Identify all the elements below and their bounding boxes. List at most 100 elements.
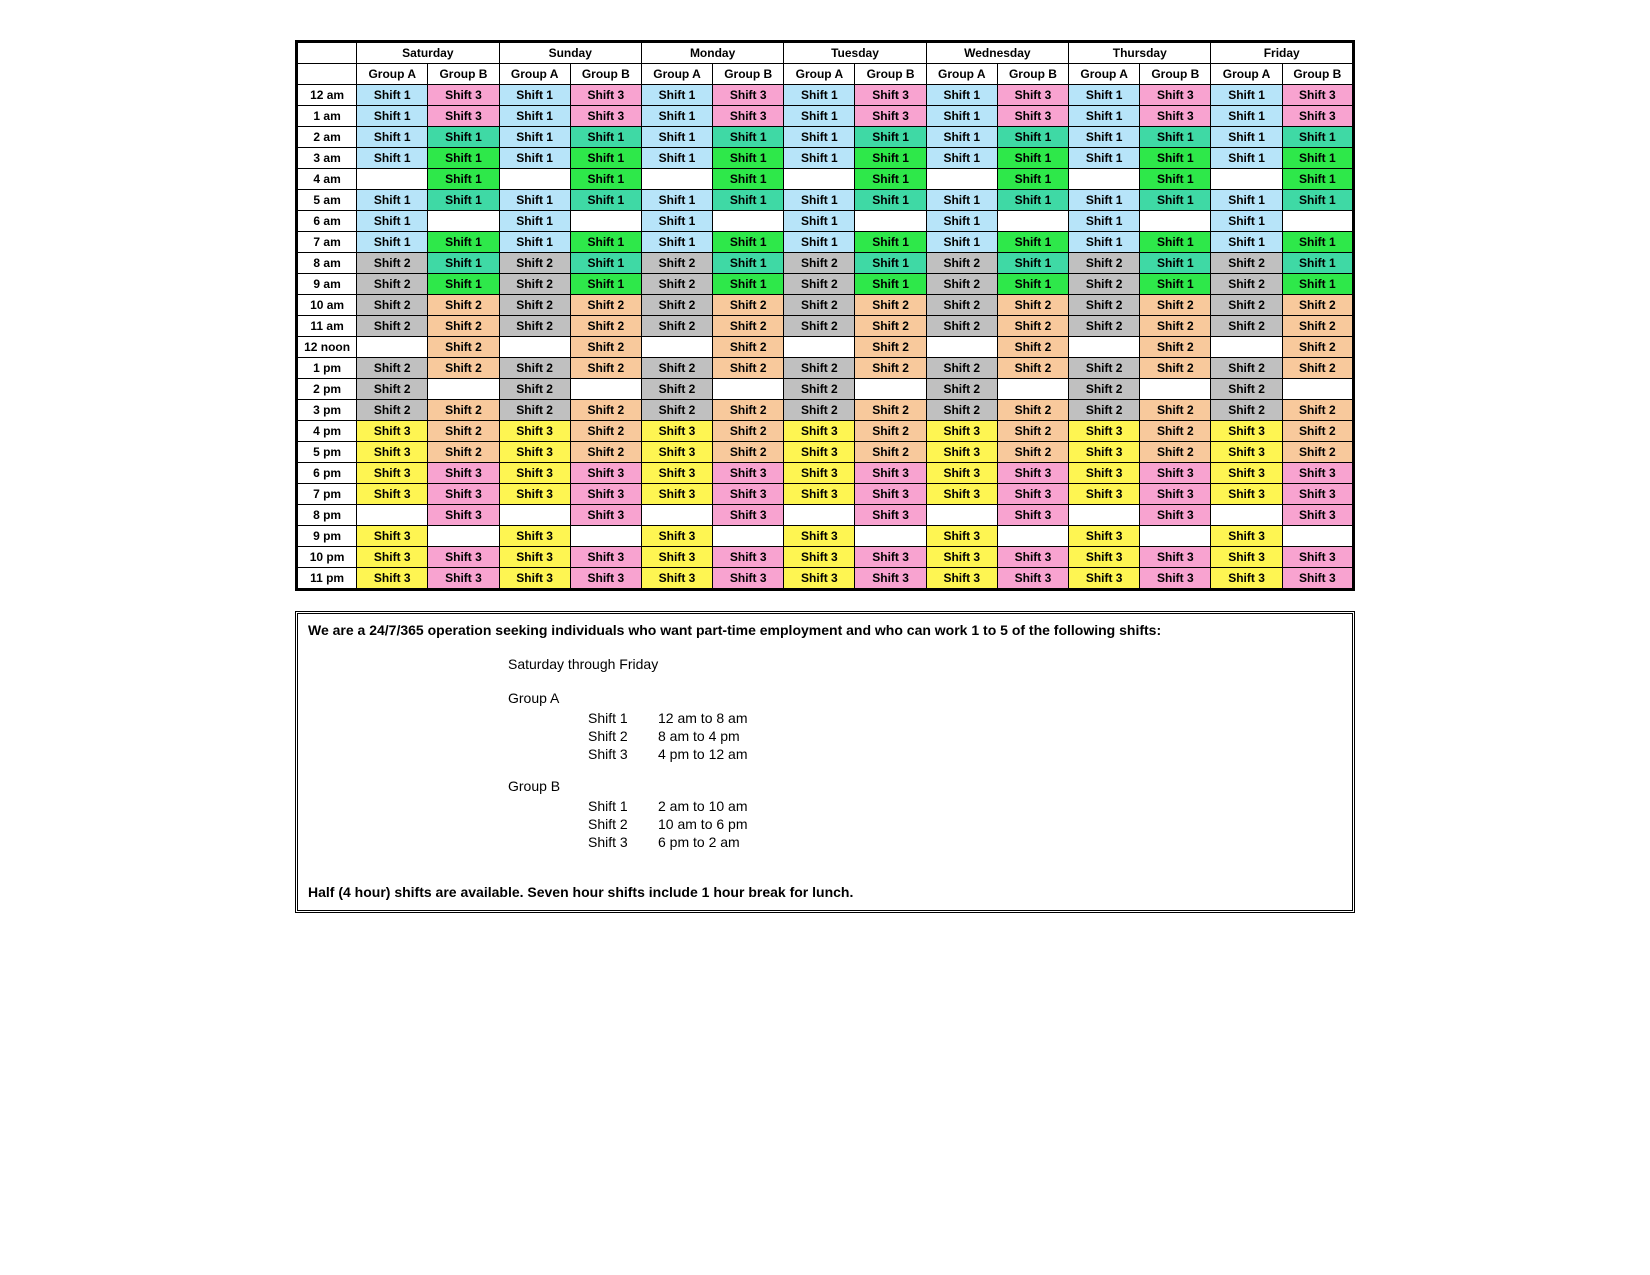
- shift-cell: Shift 1: [997, 190, 1068, 211]
- shift-cell: [997, 211, 1068, 232]
- shift-cell: [1069, 337, 1140, 358]
- shift-cell: [997, 526, 1068, 547]
- shift-cell: Shift 2: [926, 253, 997, 274]
- notes-shift-row: Shift 210 am to 6 pm: [588, 816, 1342, 832]
- shift-cell: Shift 2: [713, 316, 784, 337]
- shift-cell: Shift 3: [997, 85, 1068, 106]
- shift-cell: Shift 1: [428, 148, 499, 169]
- shift-cell: Shift 3: [428, 85, 499, 106]
- shift-cell: Shift 3: [1069, 442, 1140, 463]
- shift-cell: Shift 2: [784, 253, 855, 274]
- shift-cell: Shift 3: [499, 421, 570, 442]
- day-header: Saturday: [357, 42, 499, 64]
- shift-cell: Shift 1: [1211, 106, 1282, 127]
- shift-cell: Shift 2: [1140, 316, 1211, 337]
- table-row: 8 amShift 2Shift 1Shift 2Shift 1Shift 2S…: [297, 253, 1354, 274]
- shift-cell: Shift 3: [1069, 526, 1140, 547]
- shift-cell: Shift 2: [570, 421, 641, 442]
- shift-cell: Shift 3: [357, 547, 428, 568]
- shift-cell: Shift 1: [926, 127, 997, 148]
- notes-panel: We are a 24/7/365 operation seeking indi…: [295, 611, 1355, 913]
- shift-cell: Shift 2: [1140, 337, 1211, 358]
- group-header: Group B: [428, 64, 499, 85]
- shift-cell: Shift 1: [357, 190, 428, 211]
- shift-cell: Shift 1: [499, 190, 570, 211]
- shift-cell: Shift 1: [1069, 127, 1140, 148]
- table-row: 11 amShift 2Shift 2Shift 2Shift 2Shift 2…: [297, 316, 1354, 337]
- shift-cell: [428, 379, 499, 400]
- shift-cell: Shift 1: [855, 169, 926, 190]
- shift-cell: Shift 1: [1211, 148, 1282, 169]
- shift-cell: Shift 2: [784, 400, 855, 421]
- time-label: 8 pm: [297, 505, 357, 526]
- time-label: 6 am: [297, 211, 357, 232]
- shift-cell: Shift 1: [1069, 190, 1140, 211]
- shift-cell: Shift 2: [1282, 400, 1353, 421]
- shift-cell: Shift 1: [1140, 274, 1211, 295]
- shift-cell: Shift 3: [499, 463, 570, 484]
- shift-cell: Shift 3: [784, 442, 855, 463]
- table-row: 12 amShift 1Shift 3Shift 1Shift 3Shift 1…: [297, 85, 1354, 106]
- shift-cell: Shift 3: [997, 463, 1068, 484]
- shift-cell: Shift 2: [926, 316, 997, 337]
- shift-cell: [784, 169, 855, 190]
- shift-cell: Shift 3: [1140, 547, 1211, 568]
- shift-cell: Shift 2: [713, 337, 784, 358]
- notes-shift-span: 10 am to 6 pm: [658, 816, 748, 832]
- shift-cell: Shift 3: [1211, 568, 1282, 590]
- shift-cell: Shift 1: [641, 127, 712, 148]
- time-label: 7 pm: [297, 484, 357, 505]
- shift-cell: Shift 2: [1211, 295, 1282, 316]
- shift-cell: Shift 2: [855, 421, 926, 442]
- shift-cell: Shift 2: [1140, 295, 1211, 316]
- shift-cell: Shift 2: [1211, 358, 1282, 379]
- group-header: Group A: [784, 64, 855, 85]
- table-row: 6 amShift 1Shift 1Shift 1Shift 1Shift 1S…: [297, 211, 1354, 232]
- shift-cell: Shift 1: [570, 148, 641, 169]
- shift-cell: Shift 1: [570, 190, 641, 211]
- table-row: 2 amShift 1Shift 1Shift 1Shift 1Shift 1S…: [297, 127, 1354, 148]
- shift-cell: Shift 2: [570, 358, 641, 379]
- shift-cell: [1211, 169, 1282, 190]
- shift-cell: Shift 2: [1282, 337, 1353, 358]
- shift-cell: [499, 337, 570, 358]
- notes-headline: We are a 24/7/365 operation seeking indi…: [308, 622, 1342, 638]
- shift-cell: Shift 2: [499, 379, 570, 400]
- shift-cell: Shift 2: [570, 400, 641, 421]
- shift-cell: Shift 2: [713, 421, 784, 442]
- time-label: 2 am: [297, 127, 357, 148]
- shift-cell: [855, 526, 926, 547]
- shift-cell: Shift 1: [997, 232, 1068, 253]
- shift-cell: Shift 2: [784, 379, 855, 400]
- shift-cell: Shift 1: [1069, 148, 1140, 169]
- shift-cell: Shift 3: [357, 463, 428, 484]
- shift-cell: Shift 2: [1282, 358, 1353, 379]
- notes-shift-name: Shift 3: [588, 834, 658, 850]
- shift-cell: Shift 3: [357, 484, 428, 505]
- shift-cell: Shift 3: [570, 568, 641, 590]
- shift-schedule-table: SaturdaySundayMondayTuesdayWednesdayThur…: [295, 40, 1355, 591]
- shift-cell: Shift 3: [784, 463, 855, 484]
- time-label: 9 pm: [297, 526, 357, 547]
- notes-shift-span: 2 am to 10 am: [658, 798, 748, 814]
- shift-cell: Shift 3: [499, 526, 570, 547]
- shift-cell: [357, 337, 428, 358]
- shift-cell: Shift 2: [641, 358, 712, 379]
- shift-cell: Shift 1: [428, 232, 499, 253]
- shift-cell: Shift 3: [855, 568, 926, 590]
- group-header: Group A: [1211, 64, 1282, 85]
- shift-cell: Shift 3: [1069, 463, 1140, 484]
- shift-cell: Shift 2: [570, 295, 641, 316]
- shift-cell: Shift 3: [926, 484, 997, 505]
- shift-cell: Shift 2: [855, 337, 926, 358]
- shift-cell: Shift 3: [428, 547, 499, 568]
- shift-cell: [784, 337, 855, 358]
- shift-cell: Shift 1: [357, 211, 428, 232]
- shift-cell: Shift 1: [784, 127, 855, 148]
- shift-cell: Shift 1: [570, 253, 641, 274]
- shift-cell: Shift 1: [357, 85, 428, 106]
- shift-cell: Shift 3: [1282, 484, 1353, 505]
- shift-cell: Shift 1: [1140, 127, 1211, 148]
- shift-cell: Shift 1: [570, 232, 641, 253]
- shift-cell: Shift 1: [1140, 169, 1211, 190]
